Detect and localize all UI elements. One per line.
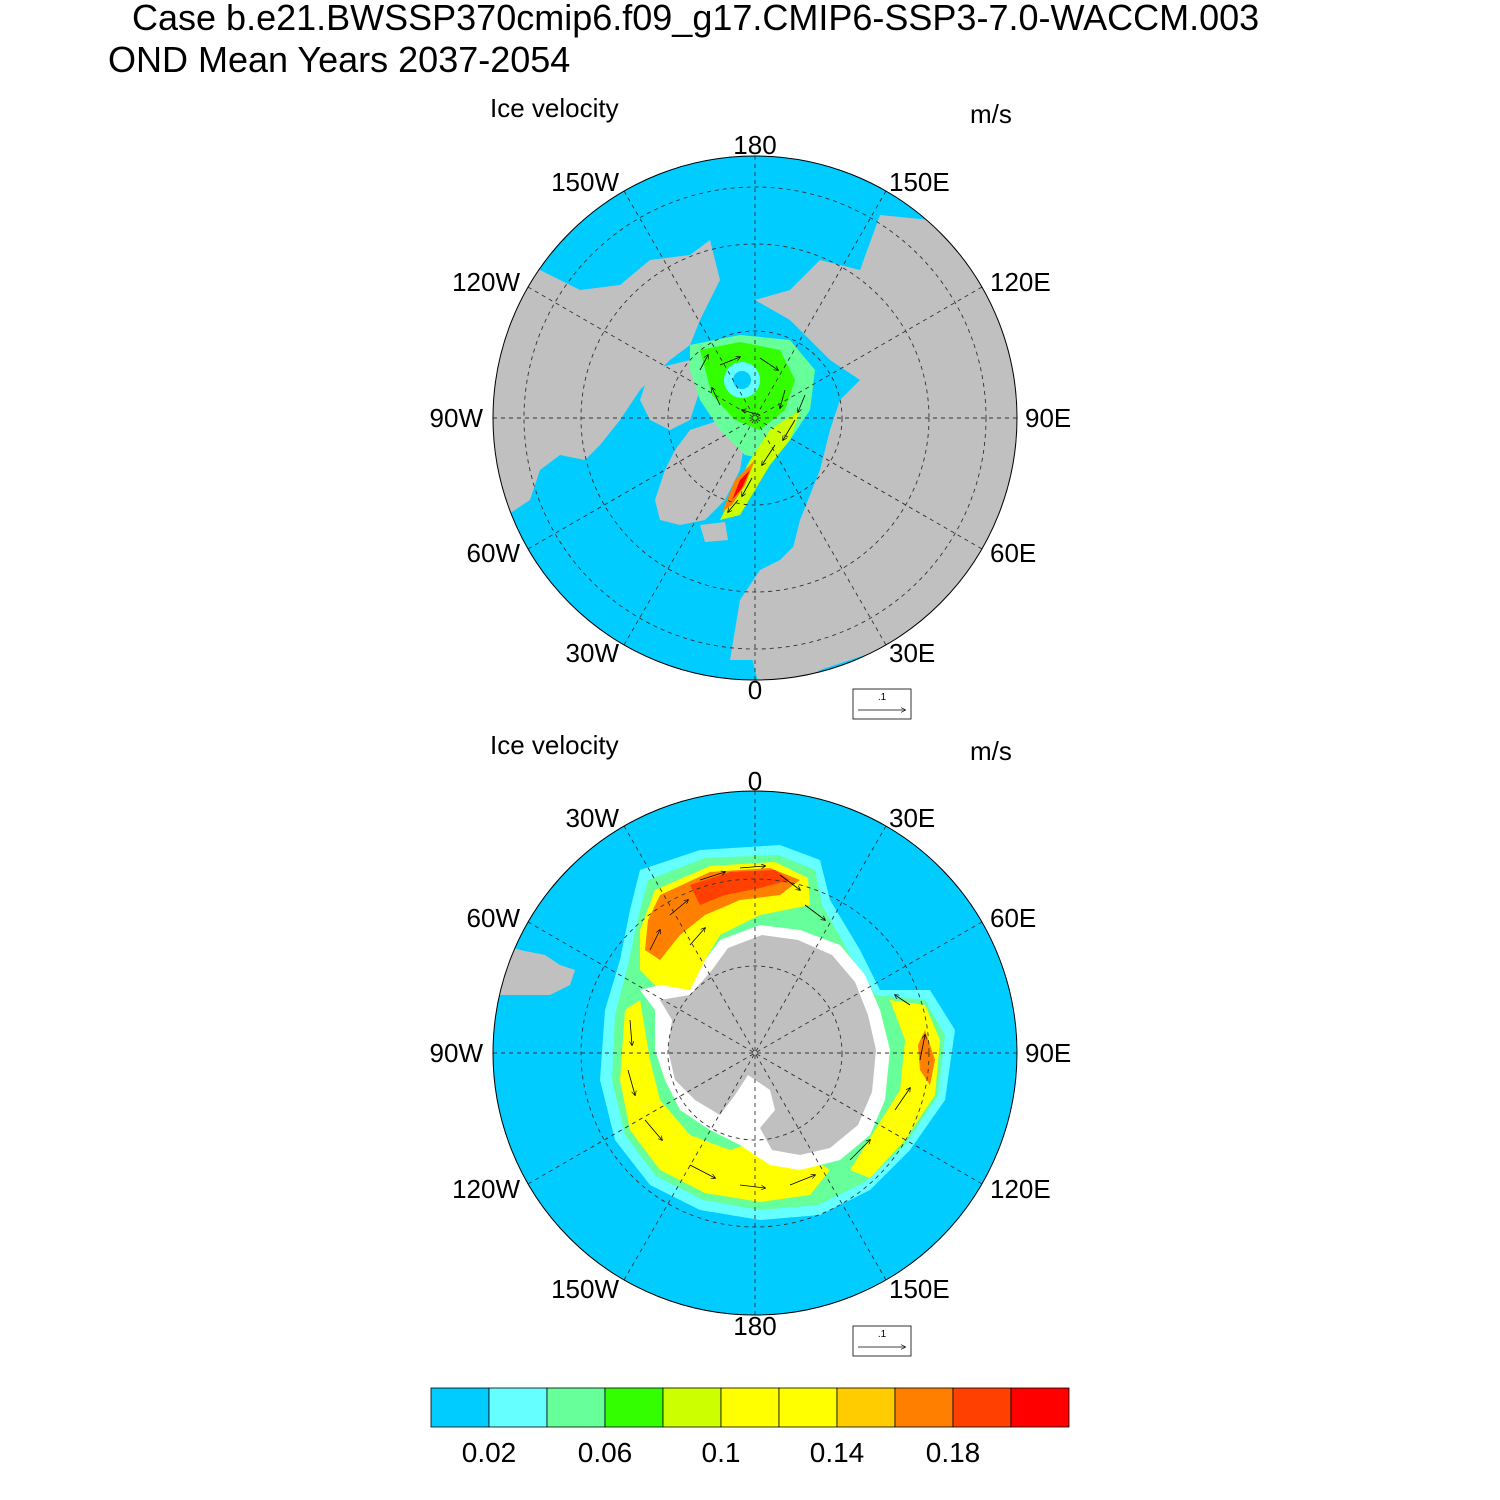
colorbar-swatch xyxy=(894,1387,954,1428)
north-reference-vector: .1 xyxy=(852,688,912,720)
north-map-border xyxy=(492,155,1018,681)
south-lon-label-right: 90E xyxy=(1025,1038,1071,1068)
colorbar-swatch xyxy=(778,1387,838,1428)
north-lon-label-right: 90E xyxy=(1025,403,1071,433)
colorbar-swatch xyxy=(604,1387,664,1428)
south-lon-label-30e: 30E xyxy=(889,803,935,833)
svg-text:.1: .1 xyxy=(878,1329,887,1340)
weddell-core xyxy=(690,870,790,905)
south-panel-units: m/s xyxy=(970,736,1012,766)
antarctic-ice-ring-band xyxy=(620,862,940,1202)
south-panel-title: Ice velocity xyxy=(490,730,619,760)
colorbar-swatch xyxy=(720,1387,780,1428)
colorbar-swatch xyxy=(430,1387,490,1428)
period-subtitle: OND Mean Years 2037-2054 xyxy=(108,39,571,80)
colorbar-tick-label: 0.14 xyxy=(810,1437,865,1468)
iceland-land xyxy=(700,522,728,542)
colorbar: 0.02 0.06 0.1 0.14 0.18 xyxy=(430,1387,1070,1468)
eurasia-land xyxy=(750,215,1017,680)
north-graticule xyxy=(493,156,1017,680)
svg-text:.1: .1 xyxy=(878,692,887,703)
north-america-land xyxy=(493,240,720,520)
north-lon-label-top: 180 xyxy=(733,130,776,160)
south-lon-label-60e: 60E xyxy=(990,903,1036,933)
north-lon-label-left: 90W xyxy=(430,403,484,433)
colorbar-swatch xyxy=(546,1387,606,1428)
beaufort-gyre-eye xyxy=(733,371,751,389)
colorbar-swatch xyxy=(1010,1387,1070,1428)
colorbar-swatch xyxy=(662,1387,722,1428)
south-lon-label-120w: 120W xyxy=(452,1174,520,1204)
scandinavia-land xyxy=(730,540,810,660)
north-lon-label-60w: 60W xyxy=(467,538,521,568)
south-lon-label-60w: 60W xyxy=(467,903,521,933)
south-lon-label-120e: 120E xyxy=(990,1174,1051,1204)
weddell-fast-ice xyxy=(645,868,800,960)
colorbar-tick-label: 0.18 xyxy=(926,1437,981,1468)
colorbar-tick-label: 0.02 xyxy=(462,1437,517,1468)
colorbar-swatch xyxy=(488,1387,548,1428)
south-lon-label-top: 0 xyxy=(748,766,762,796)
south-lon-label-left: 90W xyxy=(430,1038,484,1068)
colorbar-tick-label: 0.1 xyxy=(702,1437,741,1468)
north-panel-units: m/s xyxy=(970,99,1012,129)
colorbar-swatch xyxy=(836,1387,896,1428)
colorbar-swatch xyxy=(952,1387,1012,1428)
south-lon-label-bottom: 180 xyxy=(733,1311,776,1341)
case-title: Case b.e21.BWSSP370cmip6.f09_g17.CMIP6-S… xyxy=(132,0,1260,38)
south-graticule xyxy=(493,791,1017,1315)
north-panel-title: Ice velocity xyxy=(490,93,619,123)
north-lon-label-150e: 150E xyxy=(889,167,950,197)
north-lon-label-60e: 60E xyxy=(990,538,1036,568)
north-lon-label-120w: 120W xyxy=(452,267,520,297)
south-map-border xyxy=(492,790,1018,1316)
south-velocity-vectors xyxy=(627,866,925,1188)
north-lon-label-bottom: 0 xyxy=(748,675,762,705)
south-polar-map: 0 180 90W 90E 30W 60W 30E 60E 120W 150W … xyxy=(430,766,1071,1357)
north-lon-label-30e: 30E xyxy=(889,638,935,668)
south-reference-vector: .1 xyxy=(852,1325,912,1357)
east-antarctic-fast-ice xyxy=(918,1030,935,1085)
south-lon-label-150w: 150W xyxy=(551,1274,619,1304)
north-lon-label-120e: 120E xyxy=(990,267,1051,297)
fram-strait-core xyxy=(732,470,750,500)
south-lon-label-30w: 30W xyxy=(566,803,620,833)
north-lon-label-150w: 150W xyxy=(551,167,619,197)
north-polar-map: 180 0 90W 90E 150W 120W 150E 120E 60W 30… xyxy=(430,130,1071,720)
south-lon-label-150e: 150E xyxy=(889,1274,950,1304)
colorbar-tick-label: 0.06 xyxy=(578,1437,633,1468)
canadian-archipelago xyxy=(640,360,700,430)
antarctica-land xyxy=(660,935,876,1155)
north-lon-label-30w: 30W xyxy=(566,638,620,668)
